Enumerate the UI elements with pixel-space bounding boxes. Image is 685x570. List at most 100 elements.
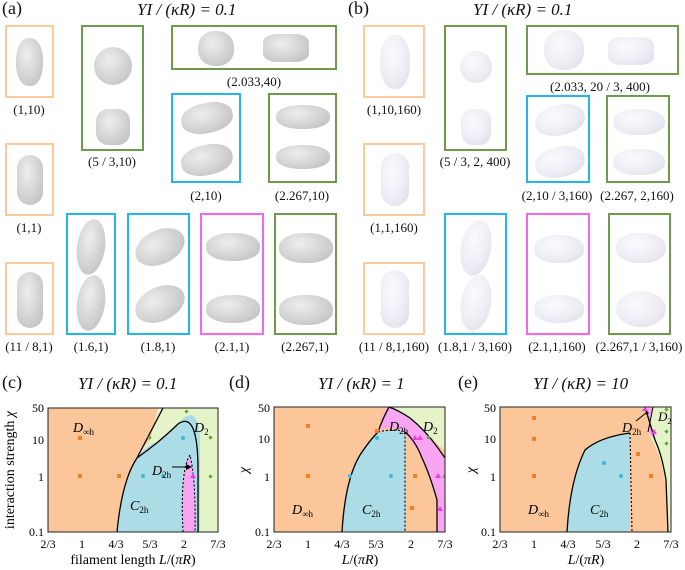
svg-text:L/(πR): L/(πR) — [341, 553, 379, 568]
disc-shape — [534, 295, 584, 323]
caption: (1.8,1) — [140, 339, 176, 354]
svg-text:4/3: 4/3 — [334, 537, 349, 551]
panel-c-letter: (c) — [2, 372, 22, 392]
shape-box-2267-10 — [268, 93, 337, 183]
caption: (1,1,160) — [370, 220, 418, 235]
svg-text:7/3: 7/3 — [663, 537, 678, 551]
shape-box-2267-2-160 — [606, 95, 670, 183]
panel-a-title: YI / (κR) = 0.1 — [137, 0, 237, 19]
disc-shape — [534, 235, 584, 263]
svg-text:2: 2 — [181, 537, 187, 551]
clover-shape — [544, 30, 584, 70]
svg-text:7/3: 7/3 — [437, 537, 452, 551]
svg-text:50: 50 — [484, 401, 496, 415]
panel-b-letter: (b) — [348, 0, 369, 18]
caption: (2.033,40) — [226, 74, 282, 89]
sphere-shape — [460, 51, 492, 83]
caption: (2.267,1) — [281, 339, 329, 354]
disc-shape — [279, 295, 333, 325]
svg-text:L/(πR): L/(πR) — [567, 553, 605, 568]
svg-text:4/3: 4/3 — [108, 537, 123, 551]
svg-text:50: 50 — [258, 401, 270, 415]
svg-text:2: 2 — [408, 537, 414, 551]
panel-e-title: YI / (κR) = 10 — [533, 374, 629, 393]
saddle-shape — [263, 34, 309, 62]
shape-box-16-1 — [66, 213, 116, 335]
caption: (1,10) — [13, 102, 45, 117]
panel-a-letter: (a) — [2, 0, 22, 18]
shape-box-18-1-3-160 — [444, 213, 507, 335]
disc-shape — [613, 149, 665, 175]
svg-text:χ: χ — [464, 466, 479, 475]
shape-box-2-10 — [171, 93, 241, 183]
disc-shape — [276, 145, 330, 169]
shape-box-2-10-3-160 — [526, 95, 590, 183]
shape-box-11-8-1-160 — [363, 262, 425, 335]
svg-text:1: 1 — [38, 470, 44, 484]
capsule-shape — [381, 270, 409, 328]
svg-text:2/3: 2/3 — [40, 537, 55, 551]
capsule-shape — [17, 272, 43, 328]
svg-text:1: 1 — [79, 537, 85, 551]
shape-box-2267-1 — [274, 213, 337, 335]
svg-text:2/3: 2/3 — [266, 537, 281, 551]
caption: (2.267, 2,160) — [600, 188, 674, 203]
capsule-shape — [381, 153, 409, 206]
shape-box-21-1-160 — [526, 213, 590, 335]
svg-text:10: 10 — [32, 433, 44, 447]
panel-d-letter: (d) — [229, 372, 250, 392]
clover-shape — [198, 31, 234, 66]
caption: (2.267,1 / 3,160) — [595, 339, 683, 354]
shape-box-1-1-160 — [363, 143, 425, 216]
svg-text:5/3: 5/3 — [595, 537, 610, 551]
disc-shape — [206, 233, 260, 261]
caption: (1.8,1 / 3,160) — [437, 339, 513, 354]
caption: (2,10 / 3,160) — [521, 188, 593, 203]
caption: (1.6,1) — [73, 339, 109, 354]
shape-box-5-3-2-400 — [444, 25, 507, 151]
svg-text:1: 1 — [264, 470, 270, 484]
svg-text:1: 1 — [305, 537, 311, 551]
spheroid-shape — [16, 38, 43, 86]
sphere-shape — [94, 47, 132, 85]
shape-box-11-8-1 — [5, 262, 54, 335]
panel-d-title: YI / (κR) = 1 — [318, 374, 405, 393]
caption: (5 / 3,10) — [87, 154, 137, 169]
disc-shape — [616, 291, 666, 327]
shape-box-21-1 — [200, 213, 264, 335]
panel-c-title: YI / (κR) = 0.1 — [78, 374, 178, 393]
spheroid-shape — [380, 35, 410, 89]
caption: (2.267,10) — [274, 188, 330, 203]
svg-text:10: 10 — [258, 432, 270, 446]
svg-text:0.1: 0.1 — [255, 525, 270, 539]
caption: (2.033, 20 / 3, 400) — [549, 79, 651, 94]
shape-box-2033-40 — [171, 25, 337, 70]
region-c2h — [117, 408, 200, 532]
svg-text:5/3: 5/3 — [368, 537, 383, 551]
svg-text:7/3: 7/3 — [210, 537, 225, 551]
svg-text:filament length L/(πR): filament length L/(πR) — [70, 553, 196, 568]
disc-shape — [279, 233, 333, 263]
svg-text:1: 1 — [490, 470, 496, 484]
caption: (5 / 3, 2, 400) — [439, 154, 511, 169]
svg-text:50: 50 — [32, 401, 44, 415]
svg-text:χ: χ — [237, 466, 252, 475]
region-d2h — [182, 455, 196, 532]
svg-text:interaction strength χ: interaction strength χ — [3, 410, 18, 529]
svg-text:5/3: 5/3 — [142, 537, 157, 551]
disc-shape — [616, 233, 666, 263]
shape-box-18-1 — [127, 213, 191, 335]
shape-box-2267-1-3-160 — [608, 213, 671, 335]
panel-b-title: YI / (κR) = 0.1 — [473, 0, 573, 19]
caption: (2,10) — [190, 188, 222, 203]
svg-text:2: 2 — [634, 537, 640, 551]
shape-box-1-10 — [5, 25, 54, 98]
capsule-shape — [17, 155, 43, 205]
shape-box-5-3-10 — [81, 25, 144, 151]
panel-e-letter: (e) — [458, 372, 478, 392]
saddle-shape — [608, 37, 654, 65]
shape-box-2033-20-3-400 — [526, 25, 679, 75]
